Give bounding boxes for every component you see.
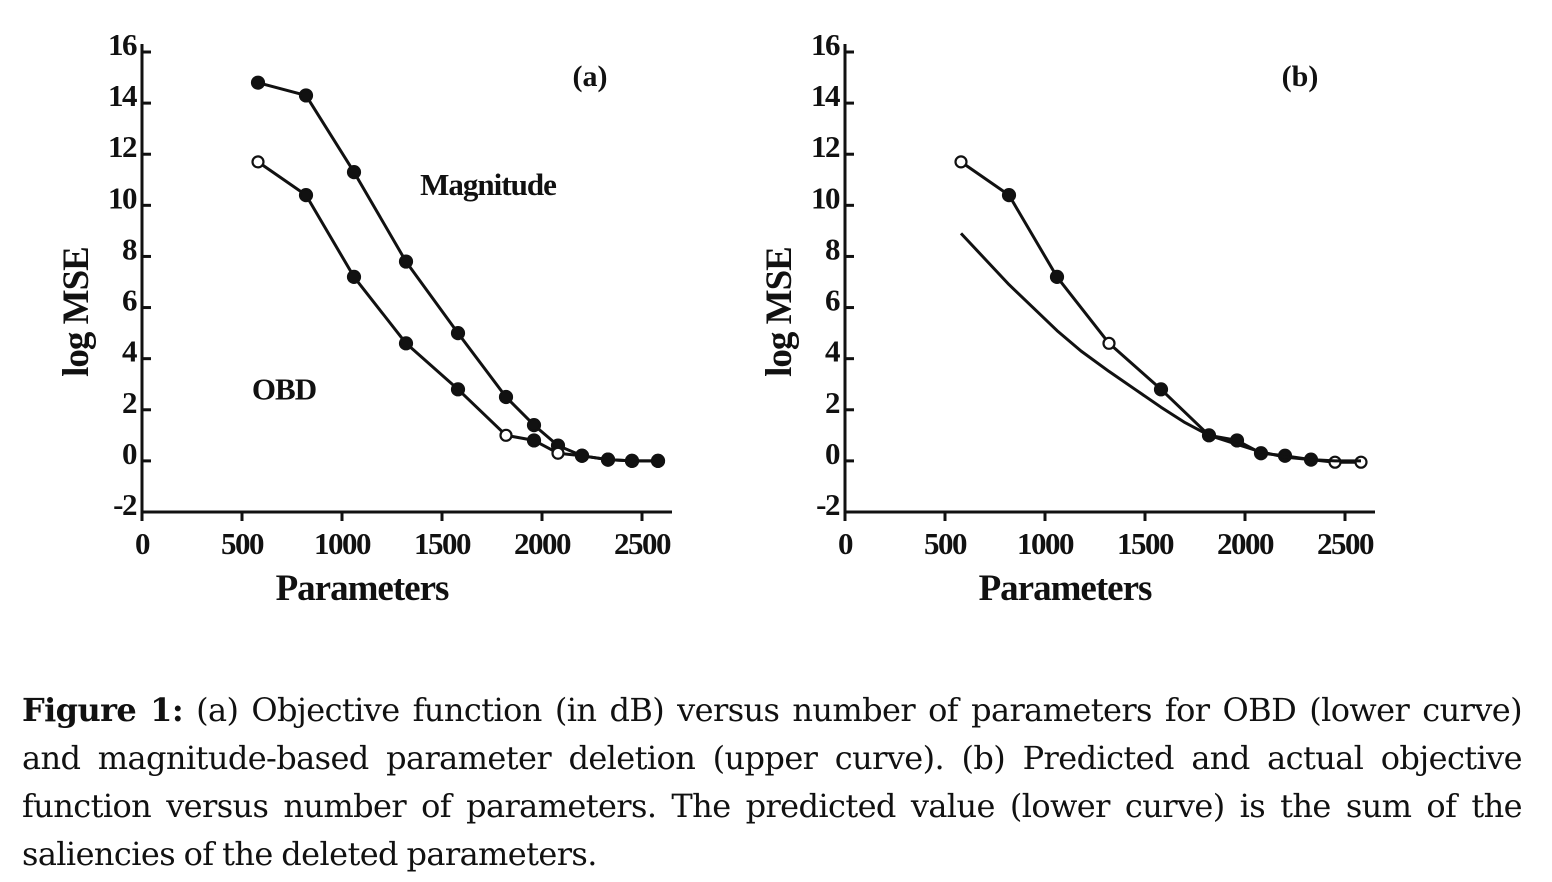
y-tick-label: 10 bbox=[811, 180, 840, 215]
data-point bbox=[250, 75, 266, 90]
x-tick-label: 1500 bbox=[414, 526, 471, 561]
y-tick-label: 12 bbox=[108, 129, 137, 164]
curve-annotation: Magnitude bbox=[420, 167, 556, 202]
x-axis-title: Parameters bbox=[979, 568, 1152, 609]
panel-label: (b) bbox=[1282, 60, 1319, 93]
data-point bbox=[398, 336, 414, 351]
y-tick-label: 2 bbox=[825, 385, 840, 420]
series-line-1 bbox=[960, 160, 1361, 464]
y-tick-label: 8 bbox=[825, 231, 840, 266]
x-tick-label: 2000 bbox=[514, 526, 571, 561]
caption-label: Figure 1: bbox=[22, 691, 184, 729]
figure-caption: Figure 1: (a) Objective function (in dB)… bbox=[22, 686, 1523, 878]
data-point bbox=[498, 389, 514, 405]
y-tick-label: 6 bbox=[122, 283, 137, 318]
series-line-1 bbox=[257, 81, 658, 463]
x-tick-label: 500 bbox=[924, 526, 967, 561]
data-point bbox=[650, 453, 666, 468]
data-point bbox=[954, 155, 968, 169]
x-tick-label: 2500 bbox=[1317, 526, 1374, 561]
y-tick-label: 6 bbox=[825, 283, 840, 318]
data-point bbox=[1049, 269, 1065, 284]
y-axis-title: log MSE bbox=[759, 247, 800, 377]
x-axis-title: Parameters bbox=[276, 568, 449, 609]
caption-text: (a) Objective function (in dB) versus nu… bbox=[22, 691, 1523, 873]
y-tick-label: 12 bbox=[811, 129, 840, 164]
y-tick-label: 16 bbox=[108, 27, 137, 62]
data-point bbox=[526, 418, 542, 433]
series-line-2 bbox=[257, 160, 658, 463]
data-point bbox=[551, 446, 565, 460]
x-tick-label: 2000 bbox=[1217, 526, 1274, 561]
data-point bbox=[346, 269, 362, 284]
data-point bbox=[398, 254, 414, 269]
data-point bbox=[1102, 336, 1116, 350]
y-tick-label: -2 bbox=[816, 487, 840, 522]
data-point bbox=[346, 165, 362, 180]
x-tick-label: 1000 bbox=[1017, 526, 1074, 561]
data-point bbox=[1001, 188, 1017, 203]
y-tick-label: 4 bbox=[825, 334, 840, 369]
data-point bbox=[298, 188, 314, 203]
panel-label: (a) bbox=[573, 60, 608, 93]
data-point bbox=[574, 448, 590, 463]
chart-panel-b: -2 0 2 4 6 8 10 12 14 16 0 500 1000 1500 2000 2500 Param… bbox=[759, 27, 1376, 609]
data-point bbox=[298, 88, 314, 103]
x-tick-label: 2500 bbox=[614, 526, 671, 561]
y-tick-label: 0 bbox=[122, 436, 137, 471]
y-tick-label: 0 bbox=[825, 436, 840, 471]
x-tick-label: 0 bbox=[838, 526, 853, 561]
curve-annotation: OBD bbox=[252, 372, 316, 407]
data-point bbox=[450, 382, 466, 397]
data-point bbox=[600, 452, 616, 467]
data-point bbox=[499, 428, 513, 442]
data-point bbox=[526, 433, 542, 448]
x-tick-label: 500 bbox=[221, 526, 264, 561]
x-tick-label: 1500 bbox=[1117, 526, 1174, 561]
y-tick-label: 4 bbox=[122, 334, 137, 369]
y-tick-label: -2 bbox=[113, 487, 137, 522]
series-line-2 bbox=[959, 232, 1361, 463]
y-tick-label: 2 bbox=[122, 385, 137, 420]
chart-panel-a: -2 0 2 4 6 8 10 12 14 16 0 500 1000 1500 2000 2500 Param… bbox=[56, 27, 673, 609]
data-point bbox=[450, 326, 466, 341]
y-axis-title: log MSE bbox=[56, 247, 97, 377]
data-point bbox=[251, 155, 265, 169]
data-point bbox=[624, 453, 640, 468]
y-tick-label: 8 bbox=[122, 231, 137, 266]
y-tick-label: 16 bbox=[811, 27, 840, 62]
x-tick-label: 0 bbox=[135, 526, 150, 561]
data-point bbox=[1153, 382, 1169, 397]
y-tick-label: 10 bbox=[108, 180, 137, 215]
x-tick-label: 1000 bbox=[314, 526, 371, 561]
y-tick-label: 14 bbox=[811, 78, 840, 113]
y-tick-label: 14 bbox=[108, 78, 137, 113]
